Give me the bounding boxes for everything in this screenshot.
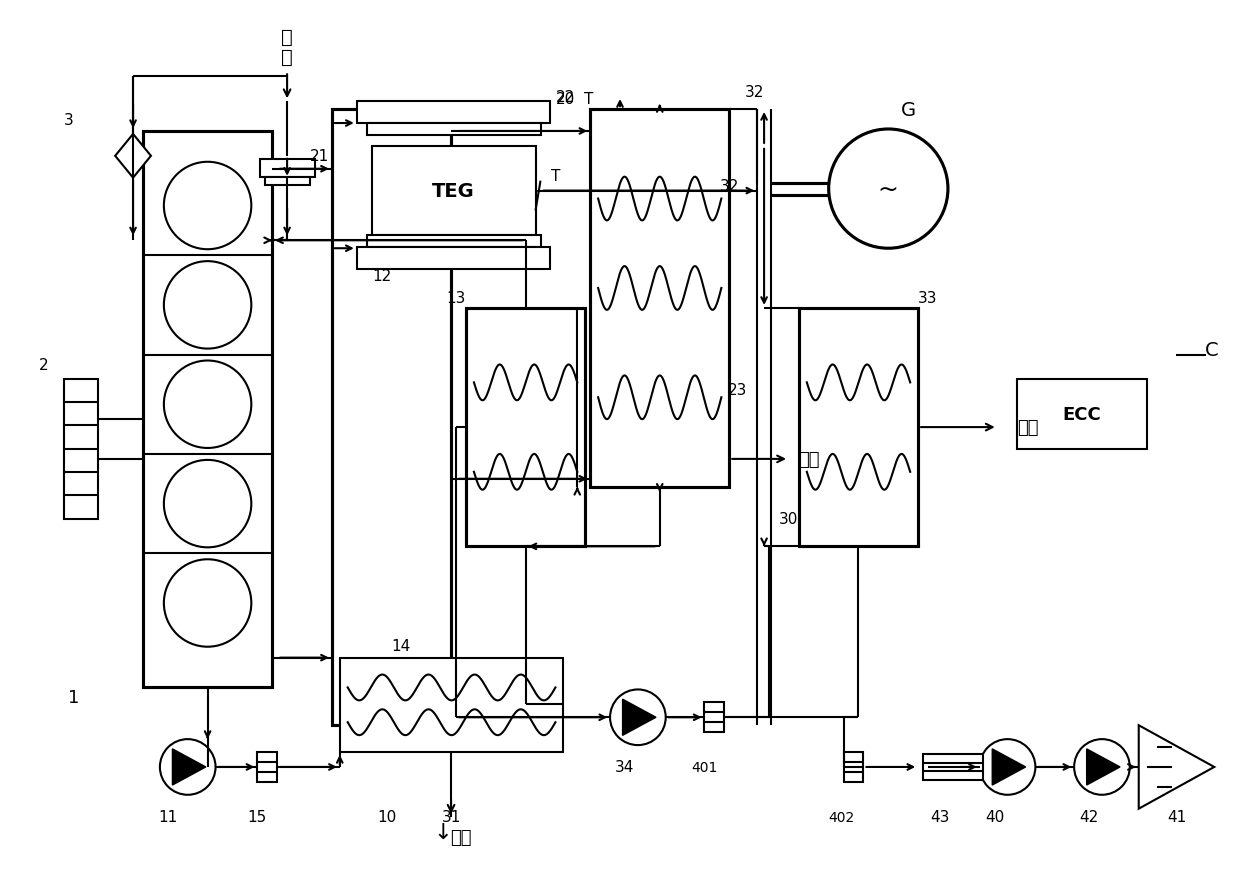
Text: 13: 13: [446, 291, 466, 306]
Text: 30: 30: [779, 511, 799, 526]
Bar: [466, 308, 585, 547]
Circle shape: [164, 461, 252, 548]
Text: 21: 21: [310, 149, 330, 164]
Text: 废气: 废气: [799, 450, 820, 469]
Text: 22: 22: [556, 89, 575, 105]
Text: 31: 31: [441, 809, 461, 824]
Circle shape: [164, 262, 252, 349]
Bar: [265, 177, 310, 185]
Text: ~: ~: [878, 177, 899, 201]
Text: 34: 34: [615, 759, 635, 774]
Circle shape: [828, 130, 947, 249]
Polygon shape: [172, 749, 206, 785]
Circle shape: [980, 739, 1035, 795]
Text: 32: 32: [719, 179, 739, 194]
Text: 2: 2: [38, 358, 48, 373]
Polygon shape: [1086, 749, 1120, 785]
Bar: [260, 159, 315, 177]
Circle shape: [164, 361, 252, 448]
Circle shape: [164, 163, 252, 250]
Text: 10: 10: [377, 809, 396, 824]
Bar: [843, 752, 863, 782]
Bar: [1018, 380, 1147, 449]
Text: T: T: [551, 169, 560, 184]
Bar: [332, 110, 451, 726]
Text: 气: 气: [281, 48, 293, 66]
Bar: [590, 110, 729, 487]
Text: 401: 401: [691, 760, 718, 774]
Text: 海水: 海水: [1017, 418, 1038, 437]
Circle shape: [160, 739, 216, 795]
Text: 14: 14: [392, 639, 410, 654]
Bar: [63, 380, 98, 519]
Circle shape: [164, 560, 252, 647]
Bar: [799, 308, 918, 547]
Circle shape: [610, 689, 666, 745]
Bar: [372, 147, 536, 236]
Polygon shape: [622, 699, 656, 735]
Text: 33: 33: [919, 291, 937, 306]
Text: TEG: TEG: [432, 182, 475, 201]
Bar: [257, 752, 278, 782]
Text: 32: 32: [744, 85, 764, 99]
Text: 空: 空: [281, 28, 293, 47]
Text: 23: 23: [728, 383, 746, 398]
Text: 41: 41: [1167, 809, 1187, 824]
Bar: [923, 754, 983, 780]
Text: 43: 43: [930, 809, 950, 824]
Text: 15: 15: [248, 809, 267, 824]
Bar: [367, 236, 541, 248]
Bar: [704, 703, 724, 733]
Text: T: T: [584, 91, 593, 106]
Bar: [357, 102, 551, 124]
Bar: [143, 132, 273, 688]
Bar: [340, 658, 563, 752]
Text: 42: 42: [1079, 809, 1099, 824]
Text: 402: 402: [828, 810, 854, 824]
Text: 12: 12: [372, 268, 391, 284]
Text: 1: 1: [68, 688, 79, 707]
Bar: [367, 124, 541, 136]
Text: 3: 3: [63, 113, 73, 128]
Text: ECC: ECC: [1063, 406, 1101, 424]
Polygon shape: [115, 135, 151, 178]
Text: G: G: [900, 100, 916, 120]
Text: 20: 20: [556, 91, 575, 106]
Text: ↓: ↓: [434, 821, 453, 842]
Circle shape: [1074, 739, 1130, 795]
Text: 海水: 海水: [450, 828, 471, 845]
Text: C: C: [1204, 341, 1218, 360]
Bar: [357, 248, 551, 270]
Text: 40: 40: [985, 809, 1004, 824]
Polygon shape: [992, 749, 1025, 785]
Text: 11: 11: [159, 809, 177, 824]
